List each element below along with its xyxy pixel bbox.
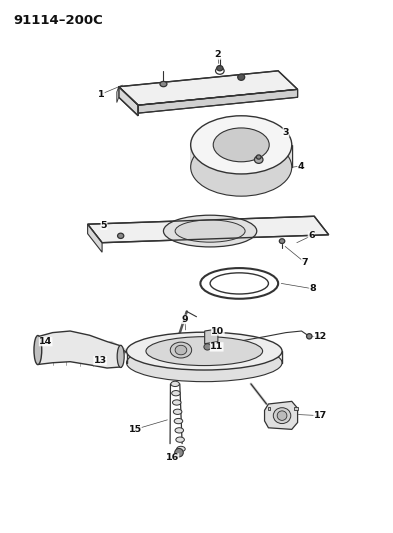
Text: 1: 1: [98, 90, 105, 99]
Text: 3: 3: [283, 128, 289, 136]
Text: 16: 16: [166, 454, 179, 463]
Ellipse shape: [146, 337, 263, 366]
Ellipse shape: [163, 215, 257, 247]
Ellipse shape: [217, 66, 223, 71]
Ellipse shape: [191, 116, 292, 174]
Ellipse shape: [273, 408, 291, 424]
Polygon shape: [119, 87, 138, 116]
Text: 15: 15: [129, 425, 141, 434]
Polygon shape: [119, 71, 298, 105]
Polygon shape: [39, 331, 121, 368]
Polygon shape: [191, 145, 292, 179]
Ellipse shape: [204, 344, 211, 350]
Polygon shape: [88, 224, 102, 252]
Ellipse shape: [118, 233, 124, 238]
Ellipse shape: [213, 128, 269, 162]
Ellipse shape: [177, 446, 185, 451]
Ellipse shape: [277, 411, 287, 421]
Ellipse shape: [160, 82, 167, 87]
Text: 11: 11: [210, 342, 223, 351]
Ellipse shape: [256, 155, 261, 159]
Ellipse shape: [170, 342, 192, 358]
Text: 6: 6: [308, 231, 314, 240]
Polygon shape: [88, 216, 329, 243]
Ellipse shape: [175, 427, 184, 433]
Ellipse shape: [200, 268, 278, 299]
Ellipse shape: [34, 335, 42, 365]
Ellipse shape: [127, 332, 282, 370]
Text: 9: 9: [182, 315, 188, 324]
Text: 13: 13: [94, 356, 107, 365]
Ellipse shape: [279, 239, 285, 244]
Polygon shape: [138, 90, 298, 113]
Ellipse shape: [127, 344, 282, 382]
Text: 14: 14: [39, 337, 52, 346]
Text: 10: 10: [211, 327, 224, 335]
Text: 8: 8: [309, 284, 316, 293]
Polygon shape: [117, 87, 119, 102]
Ellipse shape: [174, 418, 183, 424]
Ellipse shape: [172, 391, 180, 396]
Polygon shape: [205, 329, 218, 344]
Text: 4: 4: [298, 161, 304, 171]
Text: 17: 17: [314, 411, 327, 420]
Ellipse shape: [117, 345, 124, 368]
Ellipse shape: [173, 400, 181, 405]
Polygon shape: [264, 401, 298, 430]
Ellipse shape: [191, 138, 292, 196]
Ellipse shape: [176, 437, 184, 442]
Ellipse shape: [210, 273, 268, 294]
Text: 12: 12: [314, 332, 327, 341]
Polygon shape: [268, 407, 270, 410]
Ellipse shape: [175, 220, 245, 242]
Text: 7: 7: [301, 258, 308, 267]
Text: 5: 5: [101, 221, 107, 230]
Ellipse shape: [175, 448, 183, 457]
Text: 91114–200C: 91114–200C: [14, 14, 103, 27]
Ellipse shape: [254, 156, 263, 164]
Ellipse shape: [175, 345, 187, 355]
Ellipse shape: [238, 74, 245, 80]
Ellipse shape: [171, 381, 179, 386]
Ellipse shape: [173, 409, 182, 415]
Ellipse shape: [307, 334, 312, 339]
Polygon shape: [294, 407, 298, 410]
Text: 2: 2: [215, 51, 221, 60]
